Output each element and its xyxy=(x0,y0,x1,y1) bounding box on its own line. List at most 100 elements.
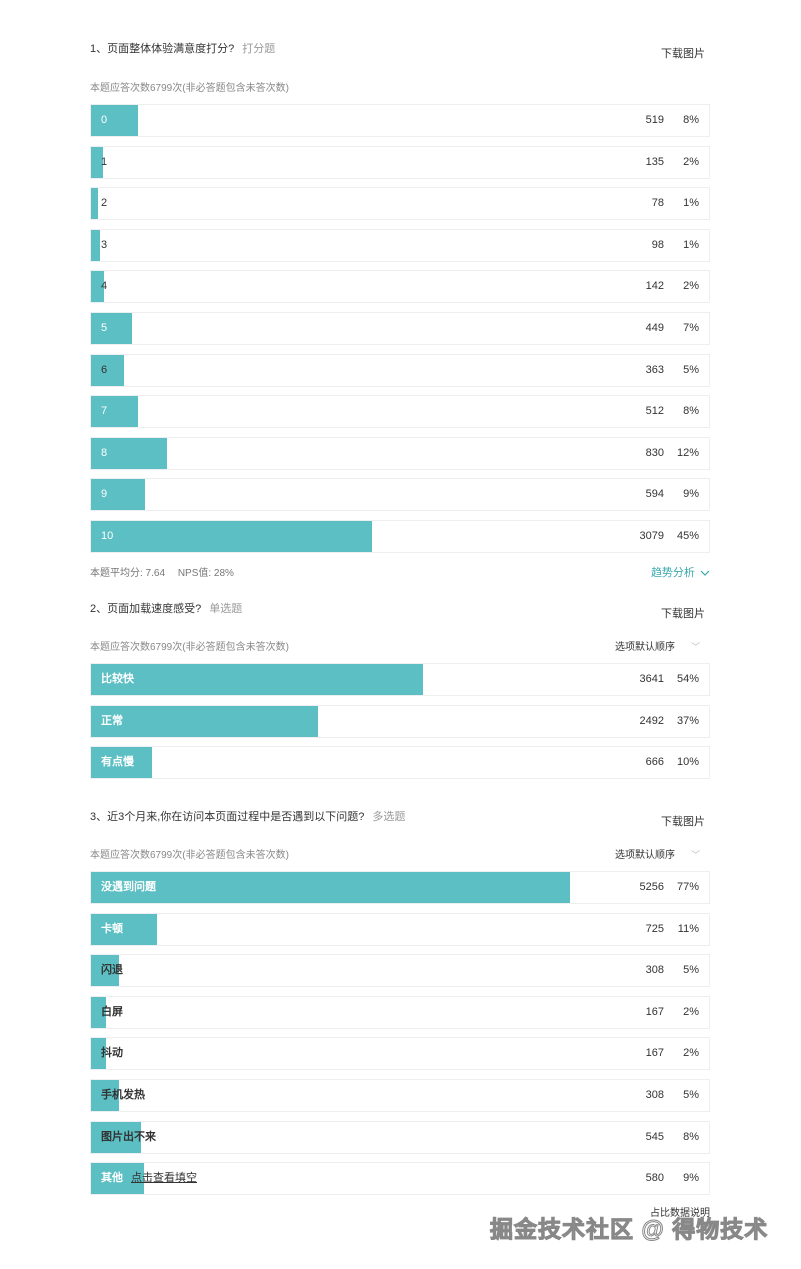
bar-percent: 8% xyxy=(683,405,699,418)
bar-row: 4 142 2% xyxy=(90,270,710,304)
bar-percent: 1% xyxy=(683,197,699,210)
bar-label: 1 xyxy=(101,155,108,168)
bar-count: 830 xyxy=(645,446,664,459)
bar xyxy=(91,1080,120,1111)
bar-count: 580 xyxy=(645,1172,664,1185)
bar xyxy=(91,1163,144,1195)
question-title: 2、页面加载速度感受? 单选题 xyxy=(90,603,243,615)
bar-label: 0 xyxy=(101,114,108,126)
bar-count: 308 xyxy=(645,1089,664,1101)
bar-count: 135 xyxy=(645,155,664,168)
question-type: 多选题 xyxy=(372,811,406,823)
bar-row: 比较快 3641 54% xyxy=(90,663,710,696)
bar-percent: 1% xyxy=(683,238,699,251)
bar-percent: 54% xyxy=(676,673,699,685)
chevron-down-icon: ﹀ xyxy=(690,642,700,652)
bar-label: 没遇到问题 xyxy=(101,881,156,893)
ratio-note-link[interactable]: 占比数据说明 xyxy=(650,1208,710,1219)
bar-count: 78 xyxy=(651,197,664,210)
bar-label: 7 xyxy=(101,405,108,418)
bar-percent: 9% xyxy=(683,488,699,501)
download-image-button[interactable]: 下载图片 xyxy=(661,816,705,828)
average-score-text: 本题平均分: 7.64 NPS值: 28% xyxy=(90,568,234,579)
bar-count: 167 xyxy=(645,1047,664,1060)
question-title: 1、页面整体体验满意度打分? 打分题 xyxy=(90,43,276,55)
bar-count: 594 xyxy=(645,488,664,501)
bar xyxy=(91,955,120,987)
bar-row: 3 98 1% xyxy=(90,228,710,262)
chevron-down-icon: ﹀ xyxy=(690,850,700,860)
bar-row: 5 449 7% xyxy=(90,312,710,345)
bar-row: 0 519 8% xyxy=(90,104,710,137)
bar-label: 比较快 xyxy=(101,673,134,685)
trend-analysis-link[interactable]: 趋势分析 xyxy=(651,564,710,580)
bar-row: 其他 点击查看填空 580 9% xyxy=(90,1162,710,1196)
bar-label: 白屏 xyxy=(101,1005,123,1018)
bar-row: 抖动 167 2% xyxy=(90,1037,710,1071)
bar xyxy=(91,521,372,552)
bar-row: 有点慢 666 10% xyxy=(90,746,710,779)
bar-row: 10 3079 45% xyxy=(90,520,710,553)
bar-row: 6 363 5% xyxy=(90,353,710,387)
bar-label: 2 xyxy=(101,197,108,210)
bar-count: 142 xyxy=(645,280,664,293)
bar xyxy=(91,105,139,136)
question-1: 1、页面整体体验满意度打分? 打分题 下载图片 本题应答次数6799次(非必答题包… xyxy=(90,40,710,585)
bar-percent: 2% xyxy=(683,155,699,168)
bar-label: 图片出不来 xyxy=(101,1130,156,1143)
bar-percent: 2% xyxy=(683,280,699,293)
sort-order-select[interactable]: 选项默认顺序 ﹀ xyxy=(614,850,700,861)
bar-label: 正常 xyxy=(101,714,123,727)
bar xyxy=(91,1121,141,1153)
bar xyxy=(91,354,125,386)
bar-row: 1 135 2% xyxy=(90,145,710,179)
bar-percent: 9% xyxy=(683,1172,699,1185)
bar-percent: 8% xyxy=(683,1130,699,1143)
bar xyxy=(91,664,424,695)
sort-order-select[interactable]: 选项默认顺序 ﹀ xyxy=(614,642,700,653)
bar-label: 10 xyxy=(101,530,114,542)
bar-count: 519 xyxy=(645,114,664,126)
bar-percent: 5% xyxy=(683,1089,699,1101)
bar-count: 5256 xyxy=(639,881,664,893)
bar xyxy=(91,705,319,737)
bar-percent: 8% xyxy=(683,114,699,126)
bar-label: 6 xyxy=(101,363,108,376)
bar-row: 没遇到问题 5256 77% xyxy=(90,871,710,904)
bar-row: 白屏 167 2% xyxy=(90,995,710,1029)
bar xyxy=(91,872,571,903)
bar-percent: 2% xyxy=(683,1047,699,1060)
bar-percent: 10% xyxy=(676,756,699,768)
bar-percent: 11% xyxy=(677,922,699,935)
bar xyxy=(91,747,152,778)
bar-label: 手机发热 xyxy=(101,1089,145,1101)
bar-count: 2492 xyxy=(639,714,664,727)
download-image-button[interactable]: 下载图片 xyxy=(661,608,705,620)
bar-percent: 2% xyxy=(683,1005,699,1018)
bar-row: 卡顿 725 11% xyxy=(90,912,710,946)
bar xyxy=(91,913,158,945)
bar-label: 卡顿 xyxy=(101,922,123,935)
bar-count: 3079 xyxy=(639,530,664,542)
question-type: 打分题 xyxy=(242,43,276,55)
bar-count: 449 xyxy=(645,322,664,334)
bar-row: 2 78 1% xyxy=(90,187,710,221)
bar-row: 8 830 12% xyxy=(90,436,710,470)
bar xyxy=(91,313,132,344)
bar-percent: 45% xyxy=(676,530,699,542)
bar-count: 666 xyxy=(645,756,664,768)
bar-percent: 77% xyxy=(676,881,699,893)
bar-row: 手机发热 308 5% xyxy=(90,1079,710,1112)
view-fill-blank-link[interactable]: 点击查看填空 xyxy=(131,1172,197,1185)
bar-label: 抖动 xyxy=(101,1047,123,1060)
bar-label: 4 xyxy=(101,280,108,293)
question-2: 2、页面加载速度感受? 单选题 下载图片 本题应答次数6799次(非必答题包含未答… xyxy=(90,600,710,780)
bar-percent: 7% xyxy=(683,322,699,334)
download-image-button[interactable]: 下载图片 xyxy=(661,48,705,60)
bar xyxy=(91,271,104,303)
bar-count: 363 xyxy=(645,363,664,376)
bar xyxy=(91,146,104,178)
bar-percent: 5% xyxy=(683,363,699,376)
question-type: 单选题 xyxy=(209,603,243,615)
bar-percent: 12% xyxy=(676,446,699,459)
